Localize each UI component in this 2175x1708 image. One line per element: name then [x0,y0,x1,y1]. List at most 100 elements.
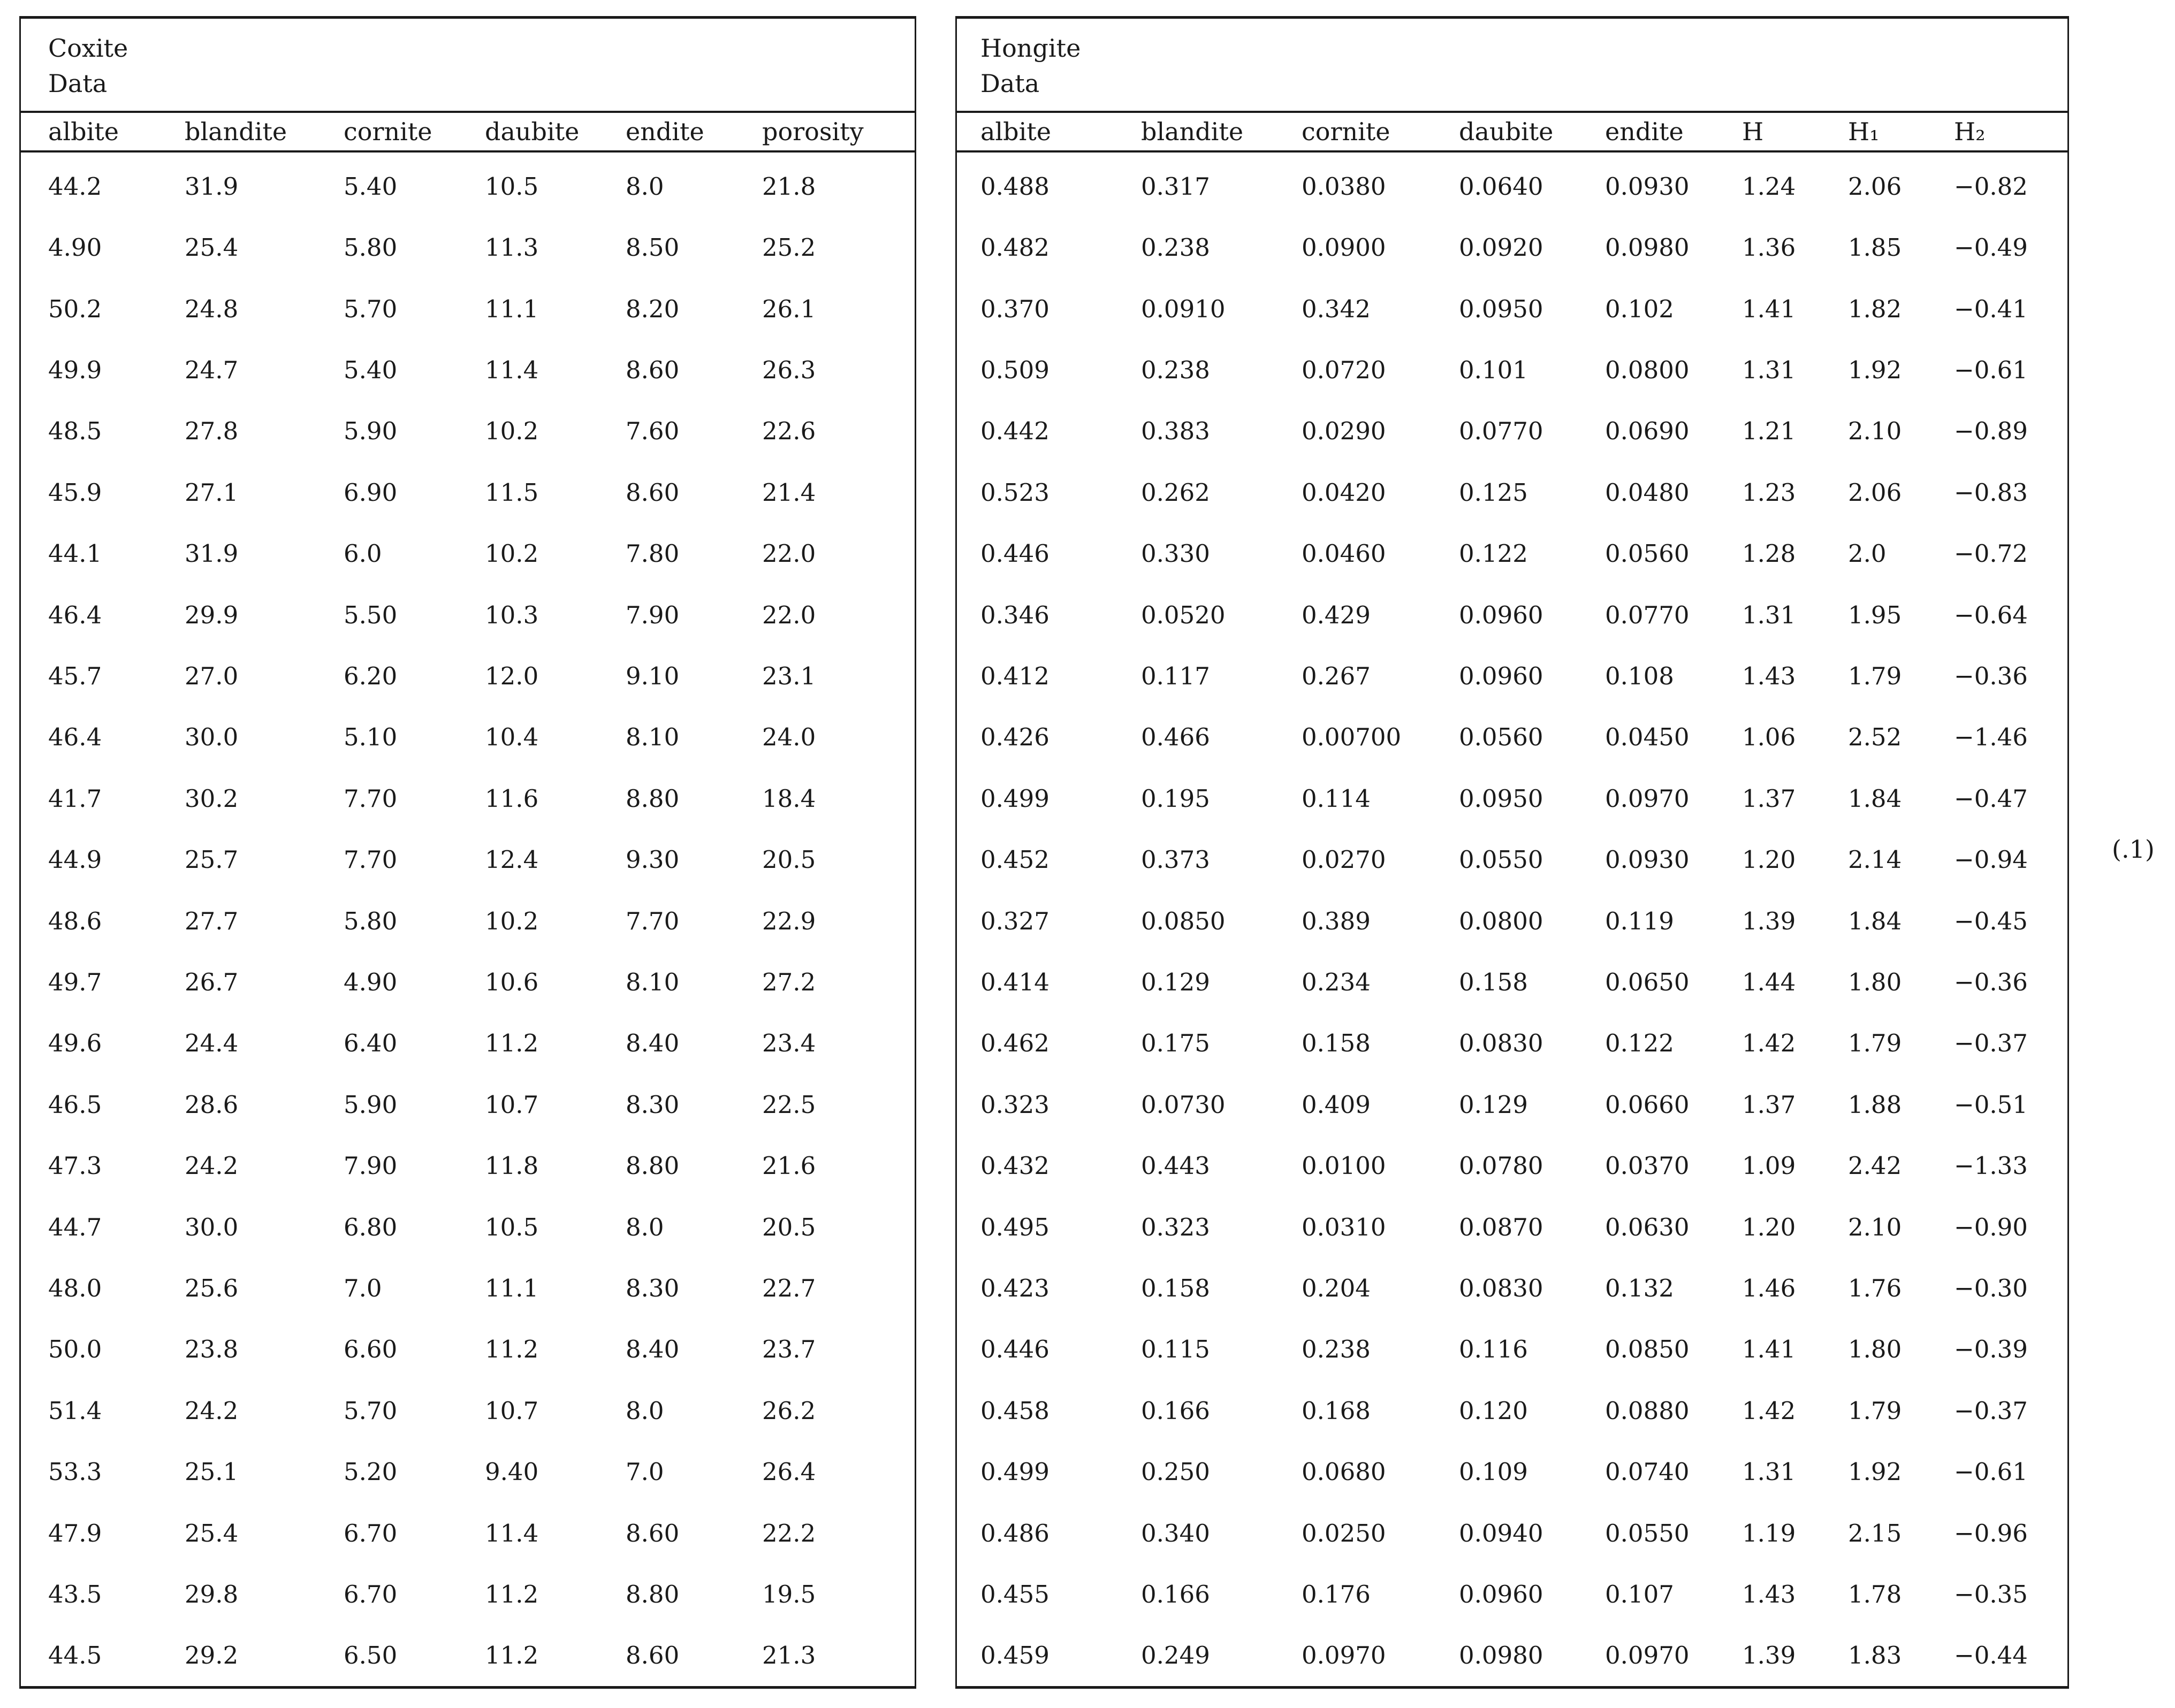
data-cell: 0.238 [1302,1335,1371,1364]
table-row: 44.1 31.9 6.0 10.2 7.80 22.0 [21,523,915,584]
data-cell: 11.2 [485,1029,539,1058]
data-cell: −0.90 [1954,1213,2028,1241]
data-cell: 0.0740 [1605,1458,1690,1486]
data-cell: 5.20 [344,1458,398,1486]
data-cell: 44.2 [48,172,102,201]
data-cell: −0.36 [1954,661,2028,690]
data-cell: 5.40 [344,355,398,384]
data-cell: 0.0380 [1302,172,1386,201]
data-cell: 0.462 [980,1029,1050,1058]
data-cell: 0.0560 [1605,539,1690,568]
data-cell: 8.10 [626,723,680,752]
data-cell: 0.442 [980,417,1050,446]
data-cell: −0.35 [1954,1580,2028,1609]
data-cell: 1.39 [1742,906,1796,935]
data-cell: 11.4 [485,355,539,384]
data-cell: 11.3 [485,233,539,262]
data-cell: 0.132 [1605,1274,1674,1303]
header-cell: cornite [1302,117,1390,146]
data-cell: 10.2 [485,539,539,568]
data-cell: 23.1 [762,661,816,690]
data-cell: 1.23 [1742,478,1796,507]
header-cell: H [1742,117,1764,146]
table-row: 0.327 0.0850 0.389 0.0800 0.119 1.39 1.84 −0.45 [957,890,2067,951]
data-cell: 7.70 [344,784,398,813]
data-cell: 0.373 [1141,845,1210,874]
equation-number: (.1) [2112,835,2155,864]
data-cell: 1.09 [1742,1152,1796,1180]
data-cell: 0.120 [1459,1396,1528,1425]
header-cell: endite [1605,117,1684,146]
data-cell: 30.0 [185,1213,239,1241]
data-cell: 8.0 [626,1213,664,1241]
data-cell: 10.6 [485,967,539,996]
table-row: 0.523 0.262 0.0420 0.125 0.0480 1.23 2.06 −0.83 [957,462,2067,523]
data-cell: 1.44 [1742,967,1796,996]
data-cell: 0.102 [1605,294,1674,323]
data-cell: 22.0 [762,539,816,568]
data-cell: 44.9 [48,845,102,874]
data-cell: 0.323 [1141,1213,1210,1241]
data-cell: 1.31 [1742,355,1796,384]
data-cell: 1.06 [1742,723,1796,752]
data-cell: 1.39 [1742,1641,1796,1670]
data-cell: 30.0 [185,723,239,752]
data-cell: 0.370 [980,294,1050,323]
data-cell: 24.8 [185,294,239,323]
data-cell: 0.0310 [1302,1213,1386,1241]
table-row: 0.446 0.115 0.238 0.116 0.0850 1.41 1.80 −0.39 [957,1319,2067,1380]
data-cell: 7.70 [344,845,398,874]
header-cell: daubite [1459,117,1554,146]
data-cell: 0.446 [980,1335,1050,1364]
data-cell: 1.31 [1742,600,1796,629]
hongite-column-header-row: albite blandite cornite daubite endite H H₁ H₂ [957,113,2067,150]
data-cell: 46.5 [48,1090,102,1119]
data-cell: 0.00700 [1302,723,1402,752]
data-cell: 41.7 [48,784,102,813]
data-cell: −0.45 [1954,906,2028,935]
data-cell: 0.0550 [1459,845,1543,874]
data-cell: 0.115 [1141,1335,1210,1364]
data-cell: 0.0370 [1605,1152,1690,1180]
data-cell: 0.119 [1605,906,1674,935]
table-row: 49.9 24.7 5.40 11.4 8.60 26.3 [21,339,915,400]
data-cell: 8.40 [626,1335,680,1364]
data-cell: 2.0 [1848,539,1887,568]
data-cell: 0.234 [1302,967,1371,996]
data-cell: 0.423 [980,1274,1050,1303]
data-cell: 0.175 [1141,1029,1210,1058]
data-cell: 1.84 [1848,784,1902,813]
data-cell: 7.0 [344,1274,382,1303]
data-cell: 24.2 [185,1396,239,1425]
table-row: 47.9 25.4 6.70 11.4 8.60 22.2 [21,1503,915,1564]
data-cell: 0.0640 [1459,172,1543,201]
data-cell: −0.51 [1954,1090,2028,1119]
data-cell: 46.4 [48,723,102,752]
data-cell: −0.61 [1954,355,2028,384]
table-row: 45.9 27.1 6.90 11.5 8.60 21.4 [21,462,915,523]
data-cell: 0.195 [1141,784,1210,813]
data-cell: 6.40 [344,1029,398,1058]
data-cell: 0.109 [1459,1458,1528,1486]
data-cell: −0.49 [1954,233,2028,262]
data-cell: 25.4 [185,1519,239,1547]
table-row: 45.7 27.0 6.20 12.0 9.10 23.1 [21,645,915,706]
data-cell: −0.47 [1954,784,2028,813]
data-cell: 0.0770 [1605,600,1690,629]
data-cell: 26.4 [762,1458,816,1486]
data-cell: 0.509 [980,355,1050,384]
data-cell: 8.60 [626,1519,680,1547]
data-cell: 6.0 [344,539,382,568]
data-cell: 2.14 [1848,845,1902,874]
data-cell: 0.129 [1141,967,1210,996]
data-cell: 0.0680 [1302,1458,1386,1486]
data-cell: 2.06 [1848,172,1902,201]
data-cell: 22.6 [762,417,816,446]
data-cell: 9.10 [626,661,680,690]
coxite-title-line1: Coxite [48,34,128,63]
data-cell: −0.37 [1954,1396,2028,1425]
data-cell: 1.79 [1848,661,1902,690]
data-cell: 24.4 [185,1029,239,1058]
data-cell: 8.80 [626,1152,680,1180]
data-cell: 0.168 [1302,1396,1371,1425]
